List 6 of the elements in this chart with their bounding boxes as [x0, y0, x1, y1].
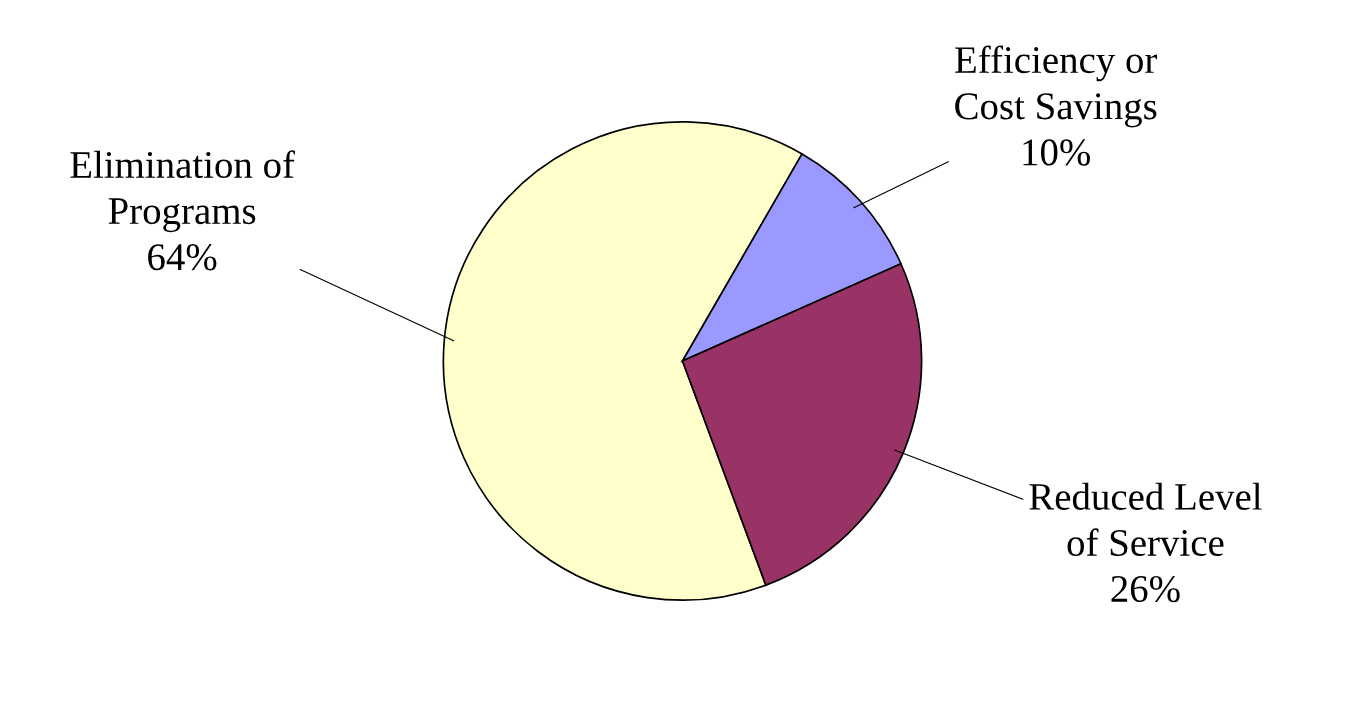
data-label: 26% [1111, 575, 1180, 603]
slice-label: Reduced Level of Service [1029, 482, 1262, 557]
slice-label: Elimination of Programs [70, 150, 295, 233]
data-label: 10% [1023, 139, 1090, 166]
data-label: 64% [148, 244, 217, 271]
slice-label: Efficiency or Cost Savings [955, 45, 1158, 128]
